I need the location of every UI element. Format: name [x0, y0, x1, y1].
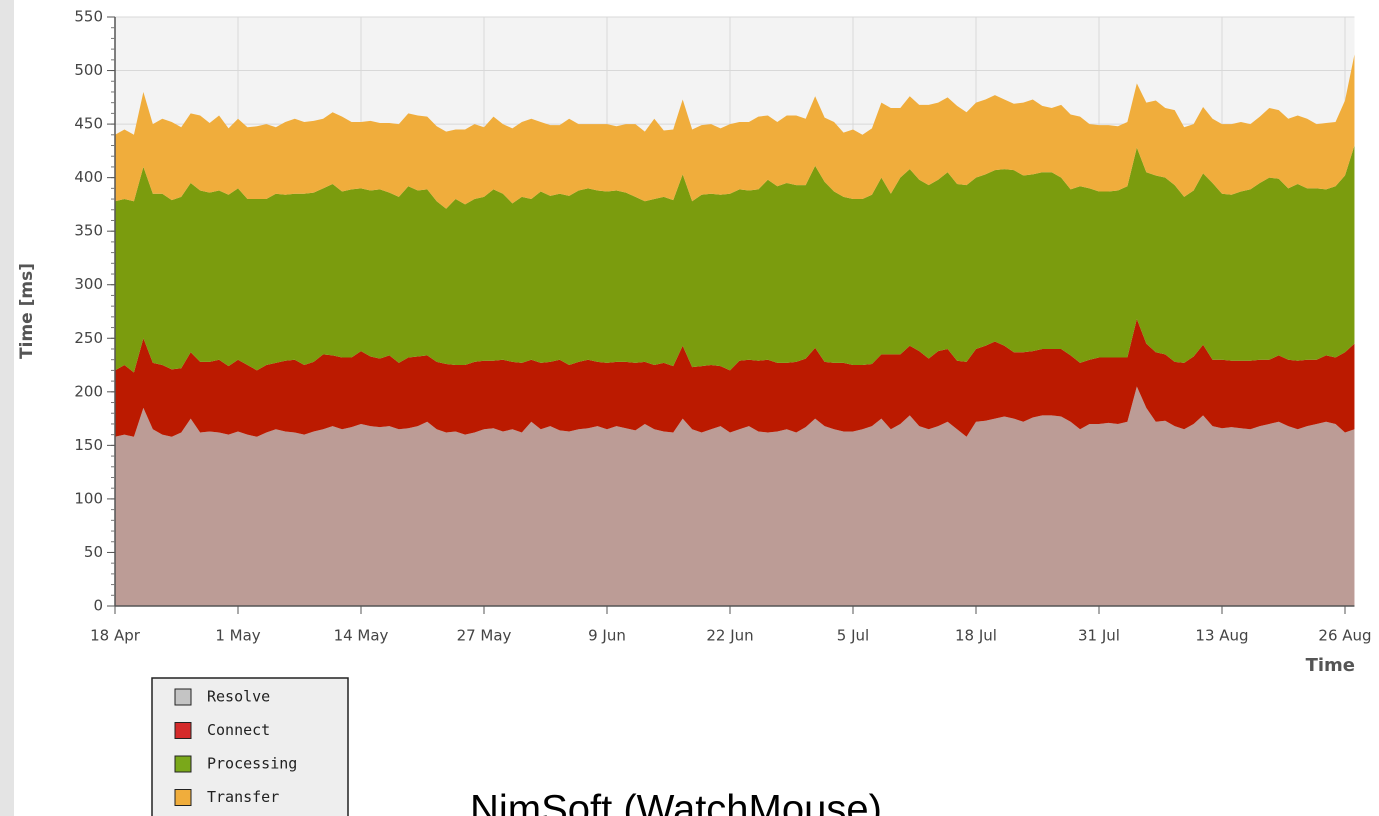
area	[115, 386, 1355, 606]
y-tick-label: 500	[74, 61, 103, 79]
legend-swatch	[174, 688, 192, 706]
area	[115, 54, 1355, 209]
x-tick-label: 26 Aug	[1318, 627, 1371, 645]
legend-label: Resolve	[207, 688, 270, 706]
x-tick-label: 18 Apr	[90, 627, 141, 645]
legend-swatch	[174, 789, 192, 806]
left-strip	[0, 0, 14, 816]
y-tick-label: 350	[74, 222, 103, 240]
legend-label: Connect	[207, 721, 270, 739]
y-tick-label: 300	[74, 275, 103, 293]
legend-swatch	[174, 722, 192, 739]
x-tick-label: 13 Aug	[1195, 627, 1248, 645]
x-tick-label: 9 Jun	[588, 627, 626, 645]
caption: NimSoft (WatchMouse)	[470, 788, 882, 816]
x-axis-label: Time	[1306, 655, 1355, 676]
y-axis-label: Time [ms]	[17, 263, 37, 359]
x-tick-label: 14 May	[334, 627, 389, 645]
plot-area: 0 50 100 150 200 250 300 350 400 450 500 550 18 Apr 1…	[74, 8, 1371, 645]
legend-items: Resolve Connect Processing Transfer	[174, 688, 297, 806]
x-tick-label: 22 Jun	[706, 627, 753, 645]
x-tick-label: 27 May	[457, 627, 512, 645]
area	[115, 318, 1355, 437]
legend-label: Transfer	[207, 788, 279, 806]
area	[115, 145, 1355, 373]
x-tick-label: 5 Jul	[837, 627, 869, 645]
x-tick-label: 31 Jul	[1078, 627, 1120, 645]
legend-swatch	[174, 755, 192, 773]
y-tick-label: 0	[93, 597, 103, 615]
x-tick-label: 1 May	[215, 627, 260, 645]
legend-label: Processing	[207, 755, 297, 773]
y-tick-label: 50	[84, 543, 103, 561]
y-tick-label: 250	[74, 329, 103, 347]
y-tick-label: 150	[74, 436, 103, 454]
x-tick-label: 18 Jul	[955, 627, 997, 645]
y-tick-label: 450	[74, 115, 103, 133]
y-tick-label: 400	[74, 168, 103, 186]
y-tick-label: 100	[74, 489, 103, 507]
y-tick-label: 200	[74, 382, 103, 400]
y-tick-label: 550	[74, 8, 103, 26]
